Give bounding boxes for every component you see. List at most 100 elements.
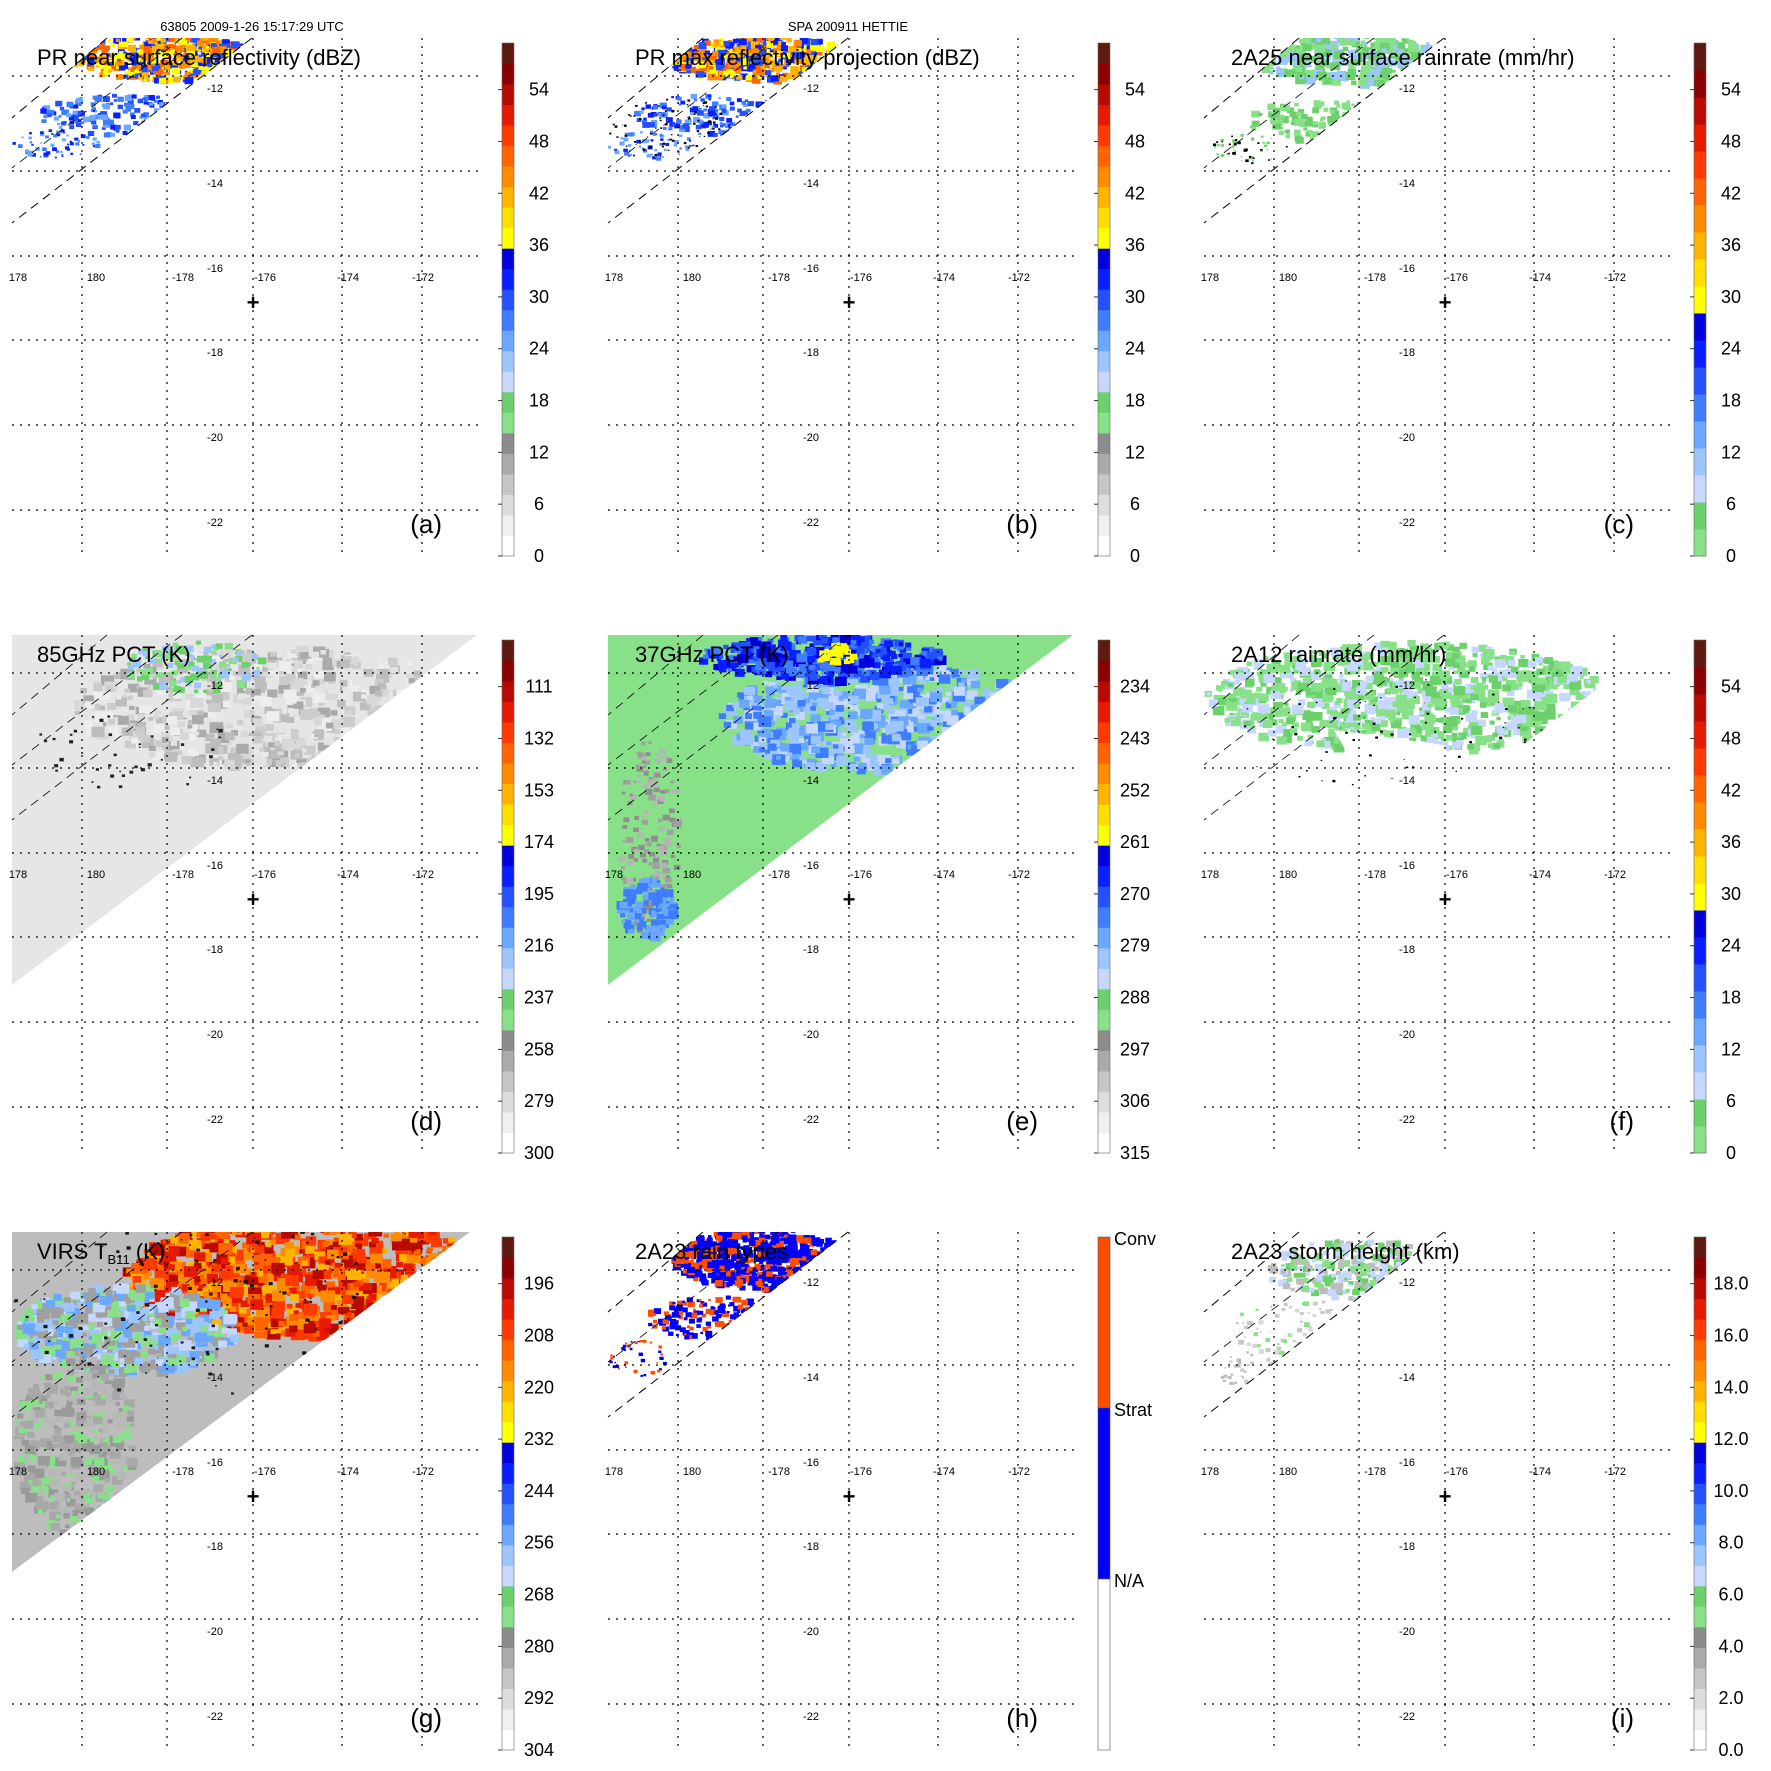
tb-pixel (128, 683, 139, 693)
tb-pixel (806, 667, 818, 677)
tb-pixel (107, 703, 117, 710)
tb-pixel (422, 718, 433, 727)
tb-pixel (414, 676, 425, 685)
colorbar-segment (1694, 340, 1706, 368)
tb-pixel (158, 672, 172, 683)
tb-pixel (128, 664, 134, 670)
tb-pixel (295, 738, 307, 747)
rain-pixel (1318, 101, 1325, 107)
tb-pixel (655, 883, 661, 888)
echo-pixel (685, 148, 690, 152)
echo-pixel (25, 149, 30, 153)
echo-pixel (145, 38, 155, 42)
tb-pixel (241, 662, 249, 668)
echo-pixel (736, 66, 743, 72)
echo-pixel (735, 70, 741, 74)
rain-pixel (1296, 111, 1302, 116)
rain-outline (1241, 160, 1243, 162)
echo-pixel (113, 112, 121, 119)
tb-pixel (662, 867, 671, 874)
echo-outline (725, 137, 729, 140)
tb-pixel (979, 719, 989, 726)
rain-pixel (1285, 134, 1291, 139)
tb-pixel (754, 665, 761, 671)
rain-pixel (1396, 59, 1401, 63)
tb-pixel (852, 635, 861, 642)
tb-outline (140, 768, 145, 772)
echo-pixel (659, 133, 663, 137)
tb-pixel (635, 764, 641, 769)
echo-outline (709, 154, 711, 155)
echo-outline (665, 123, 668, 126)
rain-pixel (1346, 130, 1355, 137)
echo-pixel (134, 38, 141, 41)
tb-pixel (639, 852, 646, 858)
echo-pixel (90, 108, 95, 112)
tb-pixel (885, 758, 892, 764)
rain-pixel (1354, 692, 1366, 701)
echo-pixel (211, 42, 218, 48)
tb-pixel (162, 737, 169, 743)
echo-outline (687, 146, 690, 149)
rain-pixel (1366, 129, 1373, 135)
tb-pixel (791, 751, 802, 760)
echo-pixel (642, 122, 650, 128)
tb-pixel (108, 718, 116, 725)
tb-pixel (642, 858, 648, 863)
tb-pixel (656, 913, 664, 920)
tb-pixel (662, 908, 669, 914)
tb-pixel (237, 681, 246, 688)
echo-pixel (756, 38, 765, 43)
tb-pixel (767, 638, 774, 644)
tb-pixel (263, 764, 268, 768)
tb-pixel (320, 650, 327, 655)
echo-pixel (198, 46, 202, 50)
tb-pixel (959, 730, 973, 742)
tb-pixel (961, 717, 975, 729)
echo-pixel (63, 121, 67, 124)
colorbar-segment (1098, 84, 1110, 106)
rain-pixel (1378, 78, 1384, 82)
latitude-label: -22 (207, 1114, 223, 1126)
tb-pixel (124, 739, 136, 749)
echo-pixel (115, 129, 120, 133)
echo-pixel (128, 104, 135, 110)
colorbar-segment (1098, 722, 1110, 744)
tb-pixel (124, 688, 130, 693)
tb-outline (54, 764, 59, 768)
tb-pixel (958, 682, 965, 688)
tb-pixel (148, 745, 156, 752)
rain-pixel (1336, 38, 1342, 40)
tb-pixel (965, 753, 974, 760)
tb-pixel (149, 751, 156, 757)
echo-pixel (172, 58, 178, 62)
tb-pixel (116, 695, 122, 700)
colorbar-tick-label: 18 (1721, 391, 1741, 411)
tb-pixel (965, 727, 978, 738)
echo-pixel (791, 109, 797, 114)
tb-pixel (659, 748, 666, 755)
echo-pixel (191, 38, 197, 40)
tb-pixel (801, 759, 807, 764)
panel-title: PR max reflectivity projection (dBZ) (635, 45, 980, 70)
tb-pixel (169, 654, 179, 663)
tb-pixel (660, 924, 667, 930)
colorbar-tick-label: 42 (1721, 183, 1741, 203)
echo-pixel (55, 100, 63, 107)
tb-pixel (950, 725, 964, 736)
tb-pixel (303, 745, 316, 755)
echo-pixel (160, 49, 167, 54)
tb-pixel (236, 755, 250, 766)
echo-outline (693, 113, 696, 115)
echo-pixel (154, 63, 161, 69)
colorbar-segment (1694, 421, 1706, 449)
echo-pixel (748, 126, 753, 130)
echo-outline (696, 130, 700, 132)
rain-pixel (1407, 691, 1418, 700)
rain-outline (1285, 146, 1288, 148)
tb-pixel (671, 788, 677, 793)
echo-pixel (96, 140, 100, 144)
echo-pixel (713, 39, 723, 47)
rain-outline (1246, 134, 1248, 136)
tb-pixel (637, 752, 646, 759)
